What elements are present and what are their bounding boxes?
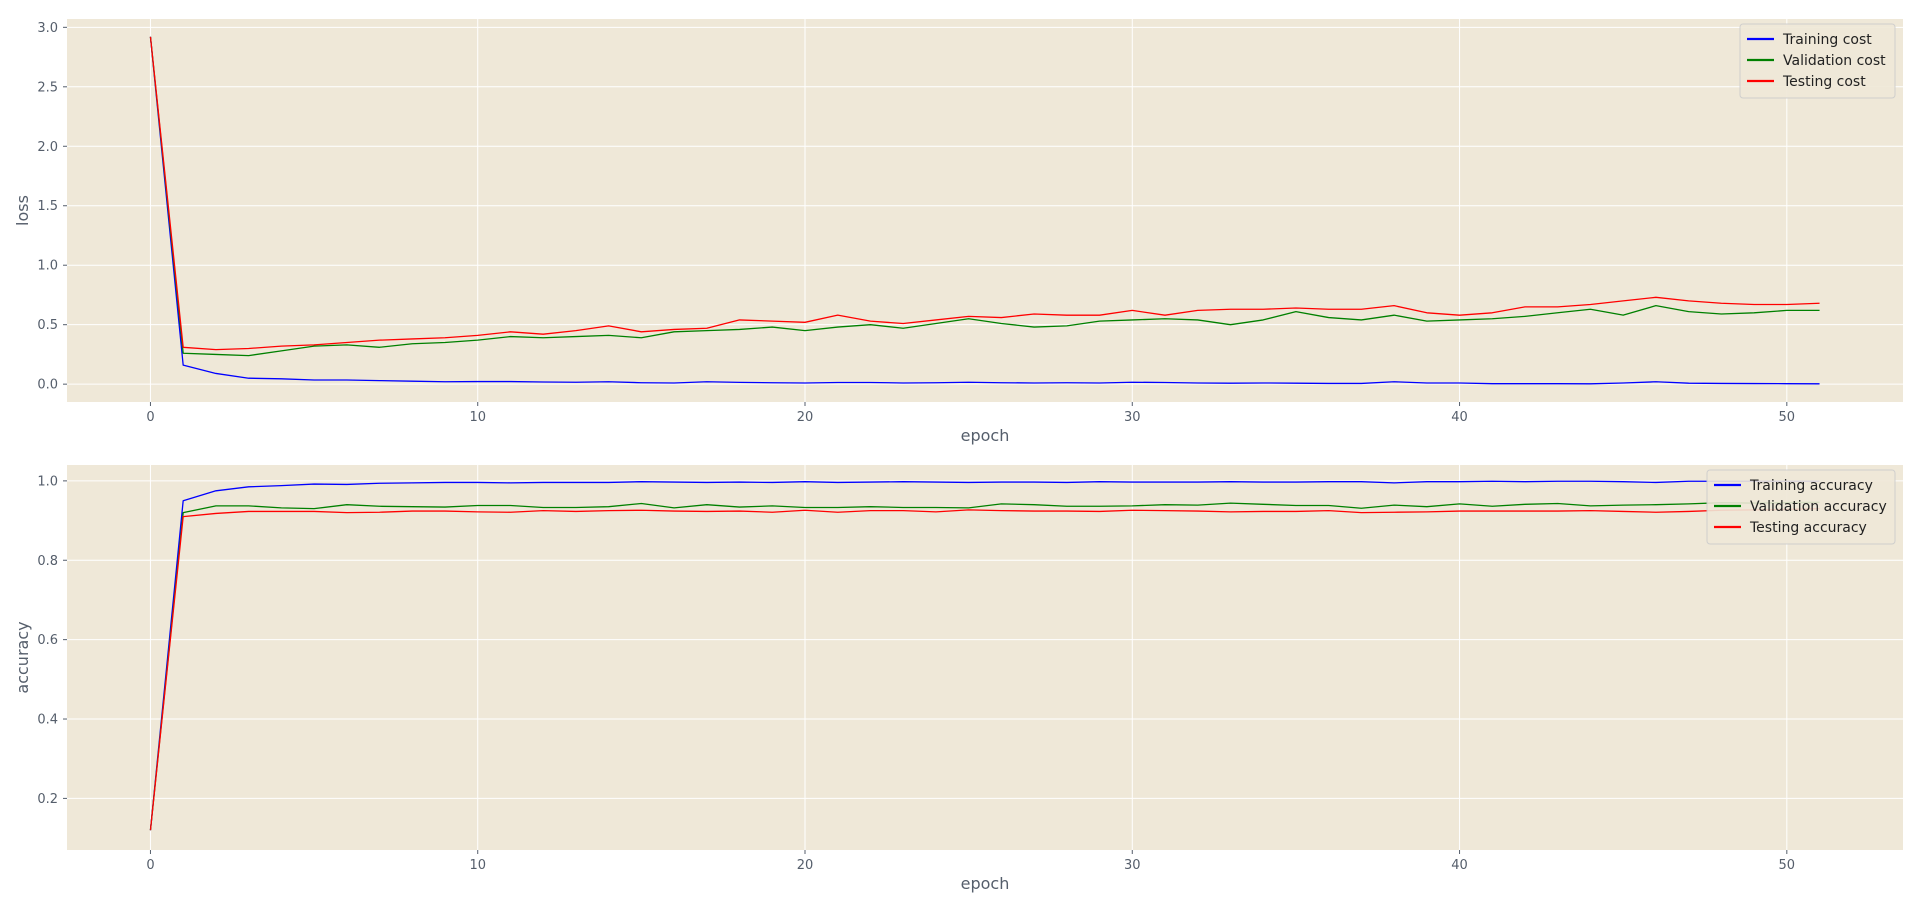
loss-y-tick-label: 2.5 bbox=[37, 80, 58, 95]
accuracy-series-testing-accuracy bbox=[149, 508, 1820, 831]
accuracy-legend-label-testing-accuracy: Testing accuracy bbox=[1749, 520, 1867, 536]
loss-x-tick-label: 10 bbox=[469, 410, 486, 425]
loss-y-tick-label: 0.0 bbox=[37, 378, 58, 393]
accuracy-legend: Training accuracy Validation accuracy Test… bbox=[1706, 469, 1896, 545]
accuracy-chart-panel: 0 10 20 30 40 50 0.2 0.4 0.6 0.8 1.0 epoch accuracy T… bbox=[13, 465, 1903, 893]
accuracy-series-validation-accuracy bbox=[149, 501, 1820, 831]
loss-legend-label-training-cost: Training cost bbox=[1782, 32, 1872, 48]
loss-x-tick-label: 0 bbox=[146, 410, 154, 425]
loss-y-axis-label: loss bbox=[13, 195, 32, 226]
accuracy-legend-label-training-accuracy: Training accuracy bbox=[1749, 478, 1873, 494]
accuracy-x-tick-label: 0 bbox=[146, 858, 154, 873]
accuracy-y-tick-label: 0.4 bbox=[37, 713, 58, 728]
loss-x-tick-label: 40 bbox=[1451, 410, 1468, 425]
accuracy-x-tick-label: 50 bbox=[1779, 858, 1796, 873]
accuracy-x-tick-label: 20 bbox=[797, 858, 814, 873]
loss-x-tick-label: 50 bbox=[1779, 410, 1796, 425]
accuracy-plot-area bbox=[67, 465, 1903, 850]
accuracy-x-axis-label: epoch bbox=[961, 874, 1010, 893]
loss-legend-label-validation-cost: Validation cost bbox=[1783, 53, 1886, 69]
loss-plot-area bbox=[67, 19, 1903, 402]
accuracy-y-tick-label: 0.8 bbox=[37, 554, 58, 569]
accuracy-series-training-accuracy bbox=[149, 480, 1820, 831]
accuracy-x-tick-label: 30 bbox=[1124, 858, 1141, 873]
loss-legend-box bbox=[1739, 23, 1896, 99]
loss-x-axis-label: epoch bbox=[961, 426, 1010, 445]
loss-y-tick-label: 1.0 bbox=[37, 259, 58, 274]
loss-series-testing-cost bbox=[149, 36, 1820, 351]
loss-series-training-cost bbox=[149, 36, 1820, 385]
accuracy-y-axis-label: accuracy bbox=[13, 621, 32, 693]
accuracy-legend-label-validation-accuracy: Validation accuracy bbox=[1750, 499, 1887, 515]
loss-chart-panel: 0 10 20 30 40 50 0.0 0.5 1.0 1.5 2.0 2.5 3.0 epoch los… bbox=[13, 19, 1903, 445]
loss-y-tick-label: 2.0 bbox=[37, 140, 58, 155]
loss-y-tick-label: 1.5 bbox=[37, 199, 58, 214]
accuracy-y-tick-label: 0.6 bbox=[37, 633, 58, 648]
accuracy-x-tick-label: 40 bbox=[1451, 858, 1468, 873]
accuracy-x-tick-label: 10 bbox=[469, 858, 486, 873]
accuracy-y-tick-label: 1.0 bbox=[37, 474, 58, 489]
accuracy-y-tick-label: 0.2 bbox=[37, 792, 58, 807]
loss-y-tick-label: 3.0 bbox=[37, 21, 58, 36]
loss-x-tick-label: 20 bbox=[797, 410, 814, 425]
loss-series-validation-cost bbox=[149, 36, 1820, 357]
loss-y-tick-label: 0.5 bbox=[37, 318, 58, 333]
loss-legend-label-testing-cost: Testing cost bbox=[1782, 74, 1866, 90]
accuracy-legend-box bbox=[1706, 469, 1896, 545]
loss-legend: Training cost Validation cost Testing cost bbox=[1739, 23, 1896, 99]
loss-x-tick-label: 30 bbox=[1124, 410, 1141, 425]
